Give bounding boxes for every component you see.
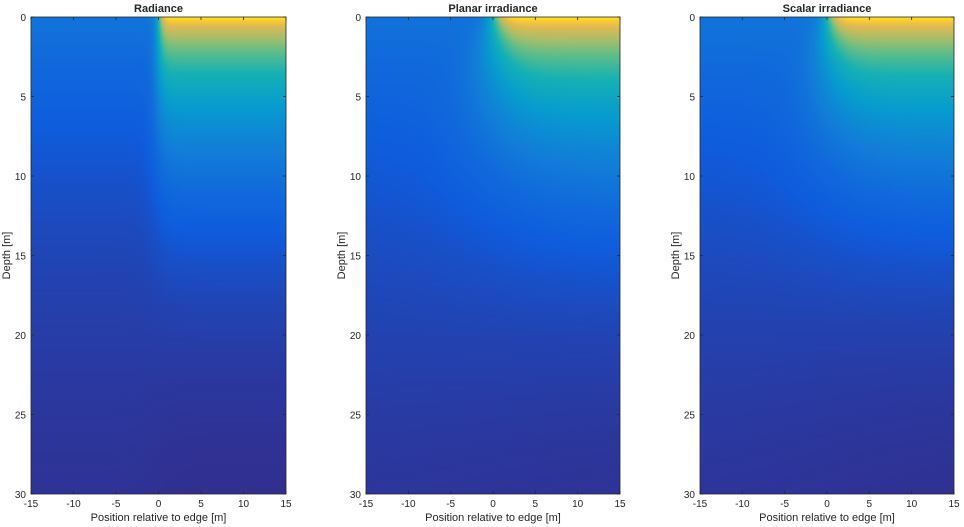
x-tick-label: 0 [156,499,162,510]
x-axis-label: Position relative to edge [m] [425,512,561,524]
y-tick-label: 20 [684,331,696,342]
x-axis-label: Position relative to edge [m] [759,512,895,524]
x-tick-label: 10 [906,499,918,510]
panel-title: Planar irradiance [448,3,537,15]
y-tick-label: 25 [350,411,362,422]
y-tick-label: 25 [15,411,27,422]
x-tick-label: -10 [735,499,750,510]
y-tick-label: 5 [689,93,695,104]
y-tick-label: 15 [684,252,696,263]
x-tick-label: 5 [198,499,204,510]
x-tick-label: -15 [359,499,374,510]
x-tick-label: -15 [24,499,39,510]
heatmap-image [700,17,954,494]
panel-title: Scalar irradiance [783,3,872,15]
y-axis-label: Depth [m] [670,232,682,280]
x-tick-label: 10 [238,499,250,510]
x-tick-label: -10 [66,499,81,510]
y-tick-label: 15 [15,252,27,263]
panel-3: -15 -10 -5 0 5 10 15 0 5 10 15 20 25 30 Scalar irradia… [670,3,960,524]
x-tick-label: 10 [572,499,584,510]
y-tick-label: 30 [350,490,362,501]
x-tick-label: 5 [533,499,539,510]
x-tick-label: -5 [112,499,121,510]
y-tick-label: 25 [684,411,696,422]
y-tick-label: 0 [689,13,695,24]
x-tick-label: 15 [614,499,626,510]
heatmap-image [31,17,286,494]
x-tick-label: 0 [490,499,496,510]
y-tick-label: 20 [15,331,27,342]
y-tick-label: 5 [20,93,26,104]
y-tick-label: 30 [684,490,696,501]
y-tick-label: 15 [350,252,362,263]
panel-2: -15 -10 -5 0 5 10 15 0 5 10 15 20 25 30 Planar irradia… [336,3,626,524]
y-axis-label: Depth [m] [336,232,348,280]
x-axis-label: Position relative to edge [m] [91,512,227,524]
y-axis-label: Depth [m] [1,232,13,280]
y-tick-label: 10 [350,172,362,183]
y-tick-label: 20 [350,331,362,342]
x-tick-label: -5 [446,499,455,510]
x-tick-label: -5 [780,499,789,510]
x-tick-label: 5 [867,499,873,510]
y-tick-label: 10 [15,172,27,183]
x-tick-label: 15 [948,499,960,510]
x-tick-label: 0 [824,499,830,510]
x-tick-label: 15 [280,499,292,510]
x-tick-label: -10 [401,499,416,510]
y-tick-label: 10 [684,172,696,183]
y-tick-label: 0 [20,13,26,24]
heatmap-image [366,17,620,494]
panel-title: Radiance [134,3,183,15]
y-tick-label: 30 [15,490,27,501]
y-tick-label: 0 [355,13,361,24]
x-tick-label: -15 [693,499,708,510]
y-tick-label: 5 [355,93,361,104]
panel-1: -15 -10 -5 0 5 10 15 0 5 10 15 20 25 30 Radiance Positi… [1,3,292,524]
